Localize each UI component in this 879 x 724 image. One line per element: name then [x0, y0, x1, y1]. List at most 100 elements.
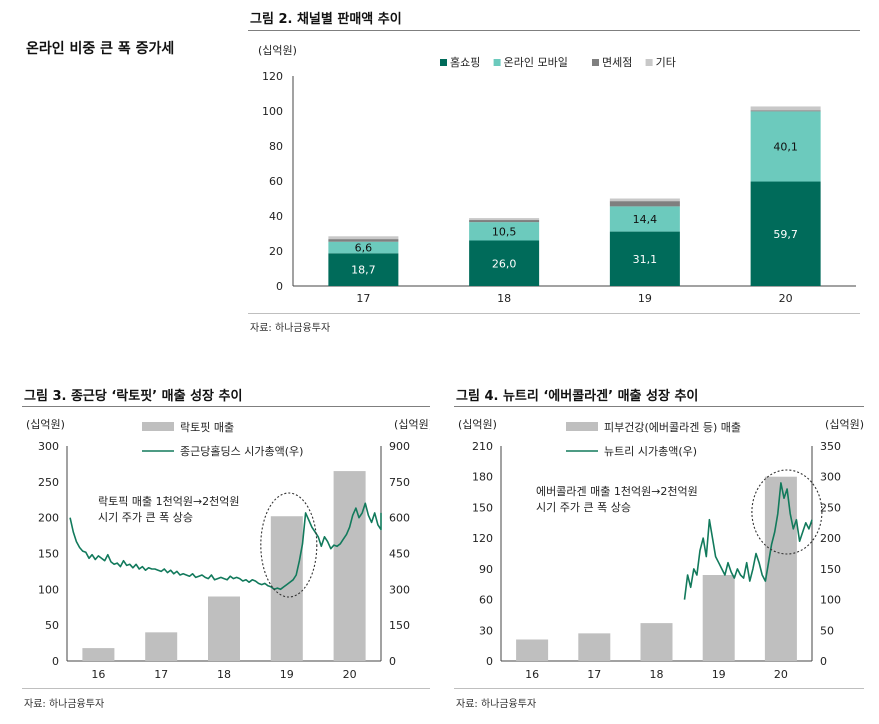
figure2-bar-segment [328, 253, 399, 286]
figure2-bar-segment [469, 240, 540, 286]
figure4-ytick-left: 30 [479, 624, 493, 637]
figure2-data-label: 31,1 [633, 253, 658, 266]
figure4-source: 자료: 하나금융투자 [456, 699, 537, 710]
figure4-ytick-right: 150 [820, 563, 841, 576]
figure3-ytick-left: 100 [38, 583, 59, 596]
figure3-ytick-right: 0 [389, 655, 396, 668]
figure4-ytick-left: 0 [486, 655, 493, 668]
figure4-ytick-left: 60 [479, 594, 493, 607]
figure4-title-rule [454, 406, 864, 407]
figure2-bar-segment [750, 106, 821, 111]
figure2-legend-label: 면세점 [602, 56, 632, 69]
figure3-bottom-rule [22, 688, 430, 689]
figure3-unit-right: (십억원) [394, 418, 430, 431]
figure2-ytick-label: 20 [269, 245, 283, 258]
figure4-unit-right: (십억원) [825, 418, 864, 431]
figure2-bar-segment [750, 111, 821, 182]
figure3-ytick-left: 50 [45, 619, 59, 632]
figure3-source: 자료: 하나금융투자 [24, 699, 105, 710]
figure2-legend-swatch [440, 59, 447, 66]
figure3-legend-bar-swatch [142, 422, 174, 431]
figure2-legend-swatch [645, 59, 653, 66]
figure3-legend-line-label: 종근당홀딩스 시가총액(우) [180, 445, 303, 458]
figure4-ytick-left: 90 [479, 563, 493, 576]
figure2-xtick-label: 17 [356, 292, 370, 305]
figure2-data-label: 59,7 [773, 228, 798, 241]
figure2-bar-segment [328, 241, 399, 254]
figure2-legend-label: 홈쇼핑 [450, 55, 480, 69]
figure4-combo-chart: (십억원) (십억원) 0 30 60 90 120 150 180 210 0 50 100 150 20… [458, 418, 864, 681]
figure4-bottom-rule [454, 688, 864, 689]
figure2-bar-segment [609, 231, 680, 286]
figure4-bar [516, 639, 549, 661]
figure2-ytick-label: 120 [262, 70, 283, 83]
figure4-bar [640, 623, 673, 661]
figure2-bar-segment [328, 236, 399, 240]
figure4-ytick-right: 200 [820, 532, 841, 545]
figure4-ytick-left: 180 [472, 471, 493, 484]
figure4-bar [578, 633, 611, 661]
figure2-xtick-label: 20 [779, 292, 793, 305]
figure3-line-series [69, 502, 382, 591]
figure3-ytick-right: 750 [389, 476, 410, 489]
figure4-ytick-right: 350 [820, 440, 841, 453]
figure4-unit-left: (십억원) [458, 418, 497, 431]
figure4-title: 그림 4. 뉴트리 ‘에버콜라겐’ 매출 성장 추이 [456, 389, 699, 404]
figure2-bar-segment [609, 198, 680, 202]
figure2-data-label: 14,4 [633, 213, 658, 226]
figure4-ytick-right: 250 [820, 501, 841, 514]
figure2-ytick-label: 60 [269, 175, 283, 188]
figure2-bar-segment [609, 206, 680, 232]
figure2-legend-swatch [493, 59, 501, 66]
figure4-xtick-label: 20 [774, 668, 788, 681]
side-heading: 온라인 비중 큰 폭 증가세 [26, 41, 175, 57]
figure3-legend-bar-label: 락토핏 매출 [180, 421, 234, 434]
figure2-legend-label: 기타 [656, 56, 676, 69]
figure2-xtick-label: 19 [638, 292, 652, 305]
figure3-ytick-right: 150 [389, 619, 410, 632]
figure4-ytick-left: 150 [472, 501, 493, 514]
figure2-bar-segment [750, 110, 821, 112]
figure4-xtick-label: 18 [650, 668, 664, 681]
figure3-ytick-left: 0 [52, 655, 59, 668]
figure3-ytick-right: 300 [389, 583, 410, 596]
figure4-xtick-label: 19 [712, 668, 726, 681]
figure4-ytick-left: 210 [472, 440, 493, 453]
figure3-xtick-label: 16 [91, 668, 105, 681]
figure2-data-label: 26,0 [492, 257, 517, 270]
figure4-ytick-right: 100 [820, 594, 841, 607]
figure3-xtick-label: 20 [343, 668, 357, 681]
figure2-bar-segment [469, 218, 540, 221]
figure2-bar-segment [469, 220, 540, 223]
figure3-ytick-left: 250 [38, 476, 59, 489]
figure2-title: 그림 2. 채널별 판매액 추이 [250, 12, 402, 27]
figure3-ytick-right: 600 [389, 512, 410, 525]
figure4-line-series [683, 482, 813, 600]
figure3-title: 그림 3. 종근당 ‘락토핏’ 매출 성장 추이 [24, 389, 243, 404]
figure2-bar-segment [750, 181, 821, 286]
figure4-bar [702, 575, 735, 661]
figure2-bar-segment [469, 222, 540, 241]
figure4-annotation-text: 시기 주가 큰 폭 상승 [536, 501, 631, 514]
figure2-title-rule [248, 30, 860, 31]
figure3-xtick-label: 19 [280, 668, 294, 681]
figure2-ytick-label: 80 [269, 140, 283, 153]
figure2-ytick-label: 40 [269, 210, 283, 223]
figure2-stacked-bar-chart: (십억원) 0 20 40 60 80 100 120 18,7 6,6 17 26,0 10,5 18 3… [258, 44, 856, 305]
figure3-title-rule [22, 406, 430, 407]
figure3-bar [333, 471, 366, 661]
figure4-highlight-ellipse [751, 469, 823, 555]
figure4-legend-bar-label: 피부건강(에버콜라겐 등) 매출 [604, 421, 741, 434]
figure3-ytick-left: 150 [38, 548, 59, 561]
figure4-xtick-label: 17 [587, 668, 601, 681]
figure2-unit-label: (십억원) [258, 44, 297, 57]
figure3-highlight-ellipse [260, 492, 318, 598]
figure3-ytick-left: 200 [38, 512, 59, 525]
figure2-ytick-label: 0 [276, 280, 283, 293]
figure3-ytick-left: 300 [38, 440, 59, 453]
figure2-legend-swatch [592, 59, 599, 66]
figure2-ytick-label: 100 [262, 105, 283, 118]
figure2-bar-segment [609, 201, 680, 207]
figure3-unit-left: (십억원) [26, 418, 65, 431]
figure4-annotation-text: 에버콜라겐 매출 1천억원→2천억원 [536, 484, 698, 498]
